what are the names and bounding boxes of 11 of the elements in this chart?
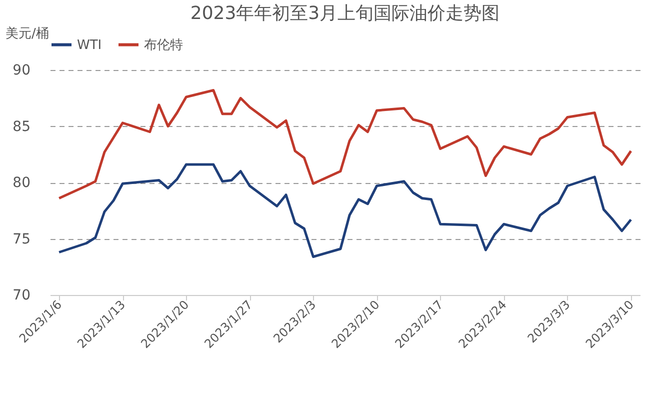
line-series — [58, 89, 632, 200]
chart-title: 2023年年初至3月上旬国际油价走势图 — [190, 3, 500, 24]
legend-label: 布伦特 — [144, 38, 183, 53]
line-series — [58, 163, 632, 258]
y-tick-label: 90 — [12, 62, 30, 78]
legend-label: WTI — [77, 38, 102, 53]
y-tick-label: 80 — [12, 175, 30, 191]
y-tick-label: 70 — [12, 288, 30, 304]
y-tick-label: 85 — [12, 118, 30, 135]
y-tick-label: 75 — [12, 231, 30, 248]
y-axis-title: 美元/桶 — [6, 26, 49, 42]
